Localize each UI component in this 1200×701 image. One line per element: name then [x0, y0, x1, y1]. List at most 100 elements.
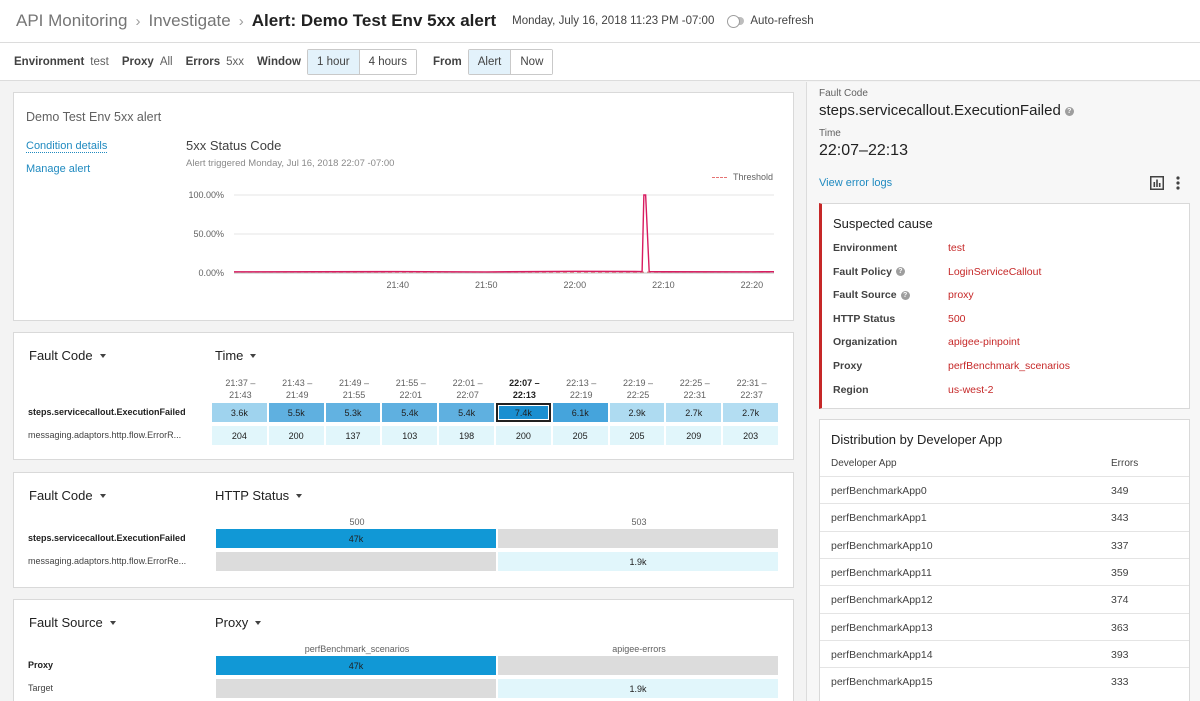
column-header[interactable]: 22:01 – 22:07: [439, 377, 496, 401]
table-row[interactable]: perfBenchmarkApp14 393: [820, 639, 1189, 667]
heatmap-cell[interactable]: 47k: [216, 529, 496, 548]
heatmap-cell[interactable]: 205: [552, 426, 608, 445]
breadcrumb-separator-icon: ›: [135, 12, 141, 30]
heatmap-cell[interactable]: 200: [496, 426, 551, 445]
row-label[interactable]: messaging.adaptors.http.flow.ErrorR...: [28, 430, 182, 440]
chevron-down-icon: [296, 493, 303, 498]
heatmap-cell[interactable]: [498, 656, 778, 675]
view-error-logs-link[interactable]: View error logs: [819, 177, 893, 189]
time-heatmap-row-dim-dropdown[interactable]: Fault Code: [29, 348, 106, 363]
window-4-hours-button[interactable]: 4 hours: [358, 49, 416, 74]
heatmap-cell[interactable]: 3.6k: [212, 403, 267, 422]
table-row[interactable]: perfBenchmarkApp11 359: [820, 557, 1189, 585]
time-heatmap-col-dim-dropdown[interactable]: Time: [215, 348, 257, 363]
row-label[interactable]: messaging.adaptors.http.flow.ErrorRe...: [28, 556, 187, 566]
breadcrumb-investigate[interactable]: Investigate: [148, 11, 231, 30]
suspected-cause-card: Suspected cause Environment test Fault Pol…: [819, 203, 1190, 409]
table-row[interactable]: perfBenchmarkApp1 343: [820, 503, 1189, 530]
table-row[interactable]: perfBenchmarkApp13 363: [820, 612, 1189, 640]
source-heatmap-row-dim-dropdown[interactable]: Fault Source: [29, 615, 116, 630]
table-row[interactable]: perfBenchmarkApp10 337: [820, 530, 1189, 558]
condition-details-link[interactable]: Condition details: [26, 140, 108, 153]
from-now-button[interactable]: Now: [510, 49, 553, 74]
row-label[interactable]: Proxy: [28, 660, 54, 670]
time-value: 22:07–22:13: [819, 142, 908, 159]
proxy-value[interactable]: All: [159, 55, 173, 68]
from-selector: Alert Now: [467, 48, 554, 75]
error-count: 337: [1111, 539, 1129, 552]
row-dim-label: Fault Code: [29, 348, 93, 363]
status-heatmap-row-dim-dropdown[interactable]: Fault Code: [29, 488, 106, 503]
column-header[interactable]: perfBenchmark_scenarios: [216, 643, 498, 655]
heatmap-cell[interactable]: 2.9k: [609, 403, 665, 422]
row-label[interactable]: steps.servicecallout.ExecutionFailed: [28, 407, 186, 417]
row-label[interactable]: steps.servicecallout.ExecutionFailed: [28, 533, 186, 543]
x-tick-label: 22:00: [564, 280, 587, 290]
help-icon[interactable]: ?: [900, 290, 910, 300]
column-header[interactable]: 500: [216, 516, 498, 528]
column-header[interactable]: 22:31 – 22:37: [723, 377, 780, 401]
heatmap-cell[interactable]: [498, 529, 778, 548]
window-1-hour-button[interactable]: 1 hour: [308, 49, 359, 74]
column-header[interactable]: 22:07 – 22:13: [496, 377, 553, 401]
heatmap-cell[interactable]: 5.3k: [325, 403, 381, 422]
column-header[interactable]: 21:43 – 21:49: [269, 377, 326, 401]
heatmap-cell[interactable]: 209: [666, 426, 722, 445]
column-header[interactable]: 503: [498, 516, 780, 528]
column-header[interactable]: apigee-errors: [498, 643, 780, 655]
heatmap-cell[interactable]: 137: [325, 426, 381, 445]
more-vert-icon[interactable]: [1175, 176, 1181, 190]
heatmap-cell[interactable]: 205: [609, 426, 665, 445]
manage-alert-link[interactable]: Manage alert: [26, 163, 91, 175]
source-heatmap-card: Fault Source Proxy perfBenchmark_scenari…: [13, 599, 794, 701]
table-row[interactable]: perfBenchmarkApp12 374: [820, 585, 1189, 612]
auto-refresh-toggle[interactable]: [727, 15, 745, 28]
column-header[interactable]: 22:25 – 22:31: [666, 377, 723, 401]
heatmap-cell[interactable]: 47k: [216, 656, 496, 675]
cause-label: HTTP Status: [833, 312, 896, 325]
help-icon[interactable]: ?: [1064, 106, 1074, 116]
distribution-card: Distribution by Developer App Developer …: [819, 419, 1190, 701]
help-icon[interactable]: ?: [895, 267, 905, 277]
threshold-legend-label: Threshold: [733, 172, 774, 182]
developer-app-name: perfBenchmarkApp14: [831, 648, 933, 661]
heatmap-cell[interactable]: 7.4k: [496, 403, 551, 422]
column-header-line: 22:37: [740, 390, 763, 400]
breadcrumb-api-monitoring[interactable]: API Monitoring: [16, 11, 128, 30]
table-row[interactable]: perfBenchmarkApp15 333: [820, 667, 1189, 694]
error-count: 363: [1111, 621, 1129, 634]
errors-value[interactable]: 5xx: [226, 55, 245, 68]
column-header[interactable]: 21:55 – 22:01: [382, 377, 439, 401]
heatmap-cell[interactable]: 2.7k: [723, 403, 778, 422]
heatmap-cell[interactable]: [216, 679, 496, 698]
column-header-line: 22:13 –: [566, 378, 597, 388]
column-header[interactable]: 21:49 – 21:55: [326, 377, 383, 401]
column-header[interactable]: 22:19 – 22:25: [610, 377, 667, 401]
heatmap-cell[interactable]: 200: [268, 426, 324, 445]
heatmap-cell[interactable]: [216, 552, 496, 571]
row-label[interactable]: Target: [28, 683, 54, 693]
heatmap-cell[interactable]: 5.4k: [439, 403, 494, 422]
heatmap-cell[interactable]: 204: [212, 426, 267, 445]
developer-app-name: perfBenchmarkApp1: [831, 512, 927, 525]
heatmap-cell[interactable]: 5.5k: [268, 403, 324, 422]
heatmap-cell[interactable]: 6.1k: [552, 403, 608, 422]
bar-chart-icon[interactable]: [1150, 176, 1164, 190]
fault-code-value: steps.servicecallout.ExecutionFailed?: [819, 102, 1074, 119]
heatmap-cell[interactable]: 198: [439, 426, 494, 445]
heatmap-cell[interactable]: 103: [382, 426, 438, 445]
heatmap-cell[interactable]: 5.4k: [382, 403, 438, 422]
heatmap-cell[interactable]: 203: [723, 426, 778, 445]
table-row[interactable]: perfBenchmarkApp0 349: [820, 476, 1189, 503]
environment-value[interactable]: test: [90, 55, 109, 68]
heatmap-cell[interactable]: 1.9k: [498, 552, 778, 571]
column-header[interactable]: 22:13 – 22:19: [553, 377, 610, 401]
heatmap-cell[interactable]: 2.7k: [666, 403, 722, 422]
column-header[interactable]: 21:37 – 21:43: [212, 377, 269, 401]
heatmap-cell[interactable]: 1.9k: [498, 679, 778, 698]
chart-title: 5xx Status Code: [186, 138, 282, 153]
column-header-line: 503: [631, 517, 647, 527]
from-alert-button[interactable]: Alert: [468, 49, 511, 74]
status-heatmap-col-dim-dropdown[interactable]: HTTP Status: [215, 488, 303, 503]
source-heatmap-col-dim-dropdown[interactable]: Proxy: [215, 615, 262, 630]
